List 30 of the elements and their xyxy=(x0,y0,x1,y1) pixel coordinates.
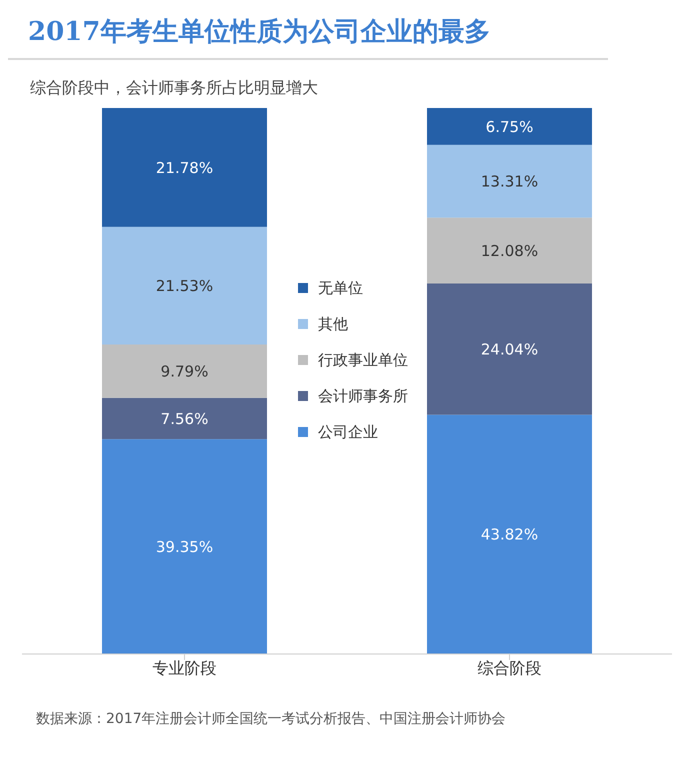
data-label: 21.53% xyxy=(156,277,214,296)
source-note: 数据来源：2017年注册会计师全国统一考试分析报告、中国注册会计师协会 xyxy=(36,710,506,728)
legend-label: 会计师事务所 xyxy=(318,386,408,406)
data-label: 43.82% xyxy=(480,526,538,544)
data-label: 12.08% xyxy=(480,242,538,260)
data-label: 13.31% xyxy=(480,172,538,191)
data-label: 24.04% xyxy=(480,340,538,358)
bar xyxy=(102,439,267,654)
data-label: 21.78% xyxy=(156,158,214,177)
bar xyxy=(427,284,592,415)
chart-subtitle: 综合阶段中，会计师事务所占比明显增大 xyxy=(30,78,318,99)
bar xyxy=(102,108,267,227)
x-tick-label: 综合阶段 xyxy=(478,658,542,678)
bar xyxy=(427,144,592,218)
data-label: 9.79% xyxy=(160,362,208,380)
legend-label: 行政事业单位 xyxy=(318,350,408,370)
bar xyxy=(427,218,592,284)
bar xyxy=(102,344,267,398)
bar xyxy=(102,398,267,440)
legend-label: 无单位 xyxy=(318,278,363,298)
data-label: 39.35% xyxy=(156,538,214,556)
bar xyxy=(427,414,592,654)
x-tick-label: 专业阶段 xyxy=(152,658,216,678)
bar xyxy=(427,108,592,145)
data-label: 7.56% xyxy=(160,410,208,428)
legend-label: 其他 xyxy=(318,314,348,334)
chart-title: 2017年考生单位性质为公司企业的最多 xyxy=(28,16,490,49)
legend-label: 公司企业 xyxy=(318,422,378,442)
data-label: 6.75% xyxy=(486,118,534,136)
bar xyxy=(102,226,267,344)
